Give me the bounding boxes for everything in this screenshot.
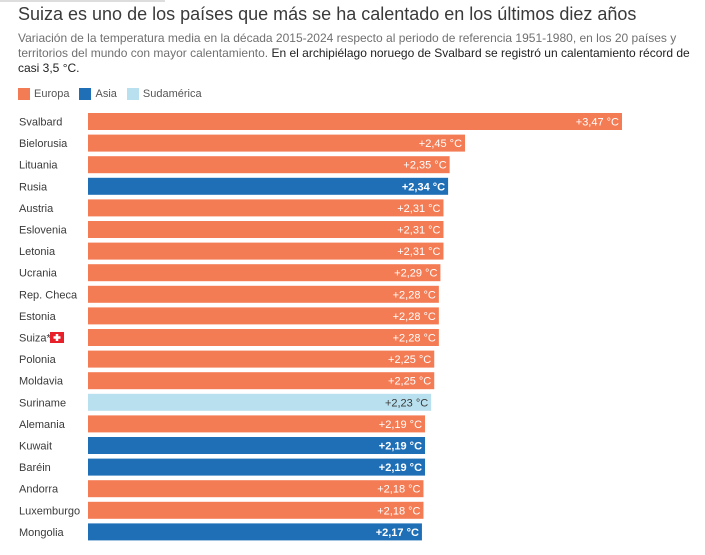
value-label: +2,28 °C [393,311,436,323]
value-label: +2,31 °C [397,203,440,215]
value-label: +2,25 °C [388,376,431,388]
category-label: Rep. Checa [19,289,78,301]
legend-swatch-asia [79,88,92,100]
category-label: Moldavia [19,376,64,388]
category-label: Alemania [19,419,66,431]
value-label: +2,19 °C [379,462,422,474]
bar [88,156,450,174]
category-label: Polonia [19,354,57,366]
value-label: +3,47 °C [576,117,619,129]
value-label: +2,18 °C [377,484,420,496]
category-label: Luxemburgo [19,505,80,517]
bar [88,264,441,282]
bar [88,134,466,152]
bar-row: Lituania +2,35 °C [19,156,450,174]
subtitle-highlight: En el archipiélago noruego de Svalbard s… [18,46,690,75]
value-label: +2,18 °C [377,505,420,517]
value-label: +2,34 °C [402,181,445,193]
bar-row: Svalbard +3,47 °C [19,113,622,130]
category-label: Eslovenia [19,225,68,237]
bar-row: Bielorusia +2,45 °C [19,134,466,152]
bar-row: Letonia +2,31 °C [19,242,444,260]
category-label: Mongolia [19,527,65,539]
category-label: Rusia [19,181,48,193]
category-label: Andorra [19,484,59,496]
category-label: Bielorusia [19,138,68,150]
category-label: Svalbard [19,117,62,129]
value-label: +2,31 °C [397,225,440,237]
legend-item-asia: Asia [79,88,117,100]
swiss-flag-icon [50,332,64,343]
bar [88,415,426,433]
bar-row: Rusia +2,34 °C [19,177,449,195]
bar [88,199,444,217]
subtitle-text: Variación de la temperatura media en la … [18,31,677,60]
bar [88,480,424,498]
value-label: +2,17 °C [376,527,419,539]
category-label: Ucrania [19,268,58,280]
bar-row: Andorra +2,18 °C [19,480,424,498]
bar-row: Rep. Checa +2,28 °C [19,285,439,303]
legend: Europa Asia Sudamérica [18,88,212,100]
category-label: Austria [19,203,54,215]
bar [88,221,444,238]
bar [88,350,435,368]
bar [88,393,432,411]
value-label: +2,28 °C [393,333,436,345]
legend-swatch-europa [18,88,30,100]
value-label: +2,28 °C [393,289,436,301]
value-label: +2,29 °C [394,268,437,280]
bar-row: Luxemburgo +2,18 °C [19,501,424,519]
value-label: +2,45 °C [419,138,462,150]
bar-row: Austria +2,31 °C [19,199,444,217]
value-label: +2,25 °C [388,354,431,366]
category-label: Estonia [19,311,57,323]
category-label: Suiza* [19,333,52,345]
bar [88,501,424,519]
legend-label-sudamerica: Sudamérica [142,88,202,100]
bar [88,285,439,303]
bar-row: Estonia +2,28 °C [19,307,439,325]
value-label: +2,23 °C [385,397,428,409]
legend-label-europa: Europa [34,88,70,100]
category-label: Kuwait [19,441,52,453]
value-label: +2,19 °C [379,419,422,431]
bar [88,523,422,541]
bar [88,437,426,454]
value-label: +2,31 °C [397,246,440,258]
bar-row: Alemania +2,19 °C [19,415,426,433]
bar-row: Kuwait +2,19 °C [19,437,426,454]
bar-row: Polonia +2,25 °C [19,350,435,368]
legend-item-sudamerica: Sudamérica [126,88,202,100]
chart-title: Suiza es uno de los países que más se ha… [18,4,637,24]
bar-row: Suiza* +2,28 °C [19,329,439,346]
bar-row: Ucrania +2,29 °C [19,264,441,282]
category-label: Letonia [19,246,56,258]
value-label: +2,35 °C [403,160,446,172]
category-label: Lituania [19,160,58,172]
legend-swatch-sudamerica [126,88,139,100]
legend-label-asia: Asia [95,88,117,100]
bar [88,329,439,346]
bar [88,307,439,325]
bar-row: Mongolia +2,17 °C [19,523,422,541]
bar-row: Baréin +2,19 °C [19,458,426,476]
bar [88,177,449,195]
top-rule [0,0,165,2]
legend-item-europa: Europa [18,88,69,100]
bar [88,458,426,476]
category-label: Suriname [19,397,66,409]
value-label: +2,19 °C [379,441,422,453]
bar-row: Suriname +2,23 °C [19,393,432,411]
chart-subtitle: Variación de la temperatura media en la … [18,31,690,76]
bar [88,372,435,390]
category-label: Baréin [19,462,51,474]
bar [88,113,622,130]
bar-row: Moldavia +2,25 °C [19,372,435,390]
bar [88,242,444,260]
bar-row: Eslovenia +2,31 °C [19,221,444,238]
